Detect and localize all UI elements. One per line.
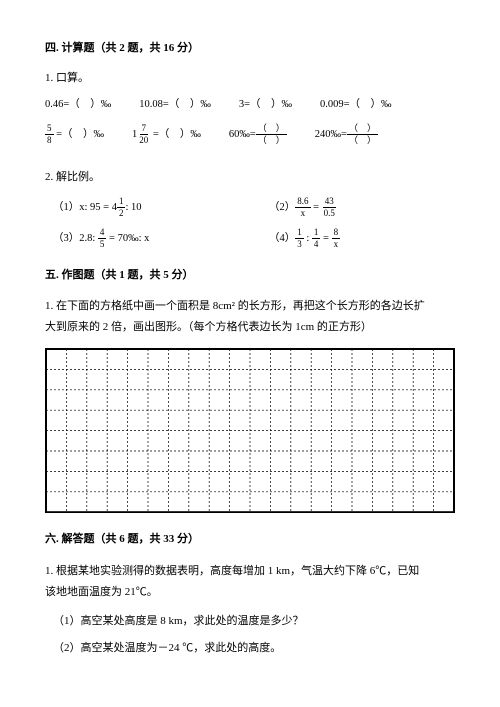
ratio-2: （2）8.6x = 430.5	[269, 197, 455, 218]
ratio-grid: （1）x: 95 = 412: 10 （2）8.6x = 430.5 （3）2.…	[53, 197, 455, 249]
ratio-1: （1）x: 95 = 412: 10	[53, 197, 239, 218]
calc-r2-a: 58 =（ ）‰	[45, 124, 104, 145]
i2-fraca: 8.6x	[295, 197, 310, 218]
i4-eq: =	[320, 232, 331, 243]
calc-r1-b: 10.08=（ ）‰	[139, 97, 211, 114]
calc-r2-c: 60‰=（ ）（ ）	[229, 124, 287, 145]
i2-eq: =	[311, 201, 322, 212]
frac-b: 720	[137, 124, 150, 145]
i4-fraca: 13	[295, 228, 304, 249]
i3-post: = 70‰: x	[106, 232, 149, 243]
i4-mid: :	[304, 232, 312, 243]
pfrac-c: （ ）（ ）	[256, 124, 287, 145]
s5-line1: 1. 在下面的方格纸中画一个面积是 8cm² 的长方形，再把这个长方形的各边长扩	[45, 300, 425, 312]
calc-row2: 58 =（ ）‰ 1720 =（ ）‰ 60‰=（ ）（ ） 240‰=（ ）（…	[45, 124, 455, 145]
i4-fracc: 8x	[332, 228, 341, 249]
grid-container	[45, 348, 455, 513]
pfrac-d: （ ）（ ）	[347, 124, 378, 145]
s6-line1: 1. 根据某地实验测得的数据表明，高度每增加 1 km，气温大约下降 6℃，已知	[45, 565, 419, 577]
r2c-pre: 60‰=	[229, 129, 256, 140]
i1-post: : 10	[125, 201, 141, 212]
r2a-post: =（ ）‰	[54, 129, 105, 140]
calc-r1-c: 3=（ ）‰	[239, 97, 292, 114]
i1-pre: （1）x: 95 = 4	[53, 201, 117, 212]
calc-r1-d: 0.009=（ ）‰	[320, 97, 392, 114]
s6-q1-text: 1. 根据某地实验测得的数据表明，高度每增加 1 km，气温大约下降 6℃，已知…	[45, 561, 455, 603]
i2-fracb: 430.5	[322, 197, 337, 218]
calc-r1-a: 0.46=（ ）‰	[45, 97, 111, 114]
calc-r2-d: 240‰=（ ）（ ）	[315, 124, 378, 145]
section4-title: 四. 计算题（共 2 题，共 16 分）	[45, 40, 455, 58]
i4-pre: （4）	[269, 232, 295, 243]
frac-a: 58	[45, 124, 54, 145]
r2d-pre: 240‰=	[315, 129, 347, 140]
i2-pre: （2）	[269, 201, 295, 212]
drawing-grid	[45, 348, 455, 513]
s6-line2: 该地地面温度为 21℃。	[45, 586, 158, 598]
ratio-4: （4）13 : 14 = 8x	[269, 228, 455, 249]
ratio-3: （3）2.8: 45 = 70‰: x	[53, 228, 239, 249]
s6-sub2: （2）高空某处温度为－24 ℃，求此处的高度。	[53, 640, 455, 658]
s5-q1-text: 1. 在下面的方格纸中画一个面积是 8cm² 的长方形，再把这个长方形的各边长扩…	[45, 296, 455, 338]
calc-r2-b: 1720 =（ ）‰	[132, 124, 201, 145]
r2b-post: =（ ）‰	[150, 129, 201, 140]
s5-line2: 大到原来的 2 倍，画出图形。（每个方格代表边长为 1cm 的正方形）	[45, 321, 372, 333]
section6-title: 六. 解答题（共 6 题，共 33 分）	[45, 531, 455, 549]
section5-title: 五. 作图题（共 1 题，共 5 分）	[45, 267, 455, 285]
q1-label: 1. 口算。	[45, 70, 455, 88]
q2-label: 2. 解比例。	[45, 169, 455, 187]
i3-pre: （3）2.8:	[53, 232, 98, 243]
s6-sub1: （1）高空某处高度是 8 km，求此处的温度是多少？	[53, 613, 455, 631]
calc-row1: 0.46=（ ）‰ 10.08=（ ）‰ 3=（ ）‰ 0.009=（ ）‰	[45, 97, 455, 114]
